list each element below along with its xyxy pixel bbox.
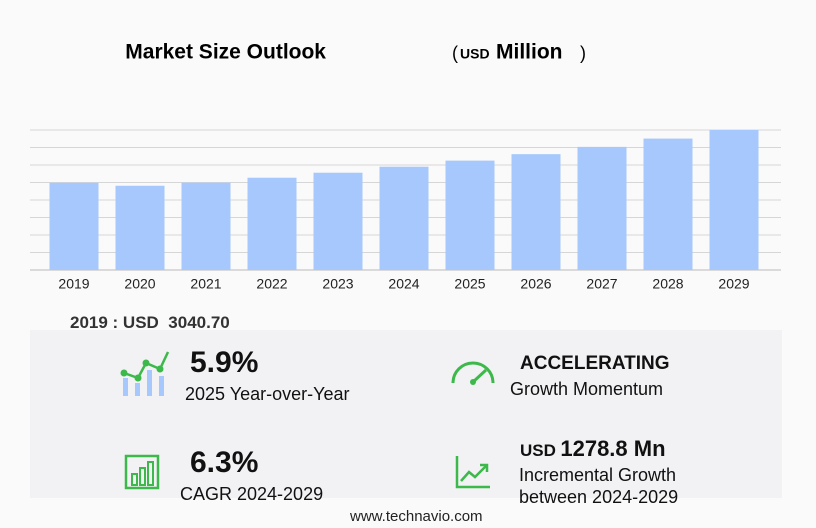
bar (511, 154, 561, 270)
x-tick-label: 2019 (58, 276, 89, 292)
incremental-label: Incremental Growth (519, 465, 677, 485)
bar (181, 182, 231, 270)
incremental-icon (455, 456, 490, 489)
base-year-value: 3040.70 (168, 313, 230, 332)
footer: www.technavio.com (350, 508, 483, 525)
bar (445, 160, 495, 270)
x-tick-label: 2026 (520, 276, 551, 292)
x-tick-label: 2028 (652, 276, 683, 292)
incremental-currency: USD (520, 441, 556, 460)
bar (643, 138, 693, 270)
bar (49, 182, 99, 270)
cagr-value: 6.3% (190, 446, 259, 479)
x-tick-label: 2023 (322, 276, 353, 292)
yoy-value: 5.9% (190, 346, 259, 379)
momentum-icon (451, 361, 495, 385)
unit-open: ( (452, 43, 458, 63)
unit: Million (496, 41, 563, 64)
bar (313, 172, 363, 270)
bar (247, 177, 297, 270)
x-tick-label: 2029 (718, 276, 749, 292)
x-tick-label: 2024 (388, 276, 419, 292)
yoy-icon (120, 351, 170, 396)
bar (709, 130, 759, 270)
base-year-label: 2019 : USD (70, 313, 159, 332)
x-tick-label: 2020 (124, 276, 155, 292)
chart: Market Size Outlook ( USD Million ) 2019… (30, 41, 781, 292)
stats-panel (30, 330, 782, 498)
bar (379, 166, 429, 270)
incremental-value: 1278.8 Mn (560, 436, 666, 461)
cagr-icon (124, 454, 160, 490)
unit-currency: USD (460, 46, 490, 62)
x-tick-label: 2021 (190, 276, 221, 292)
momentum-label: Growth Momentum (510, 379, 664, 399)
base-year: 2019 : USD 3040.70 (70, 313, 230, 333)
x-tick-label: 2027 (586, 276, 617, 292)
incremental-label2: between 2024-2029 (519, 487, 679, 507)
cagr-label: CAGR 2024-2029 (180, 484, 324, 504)
bar (115, 185, 165, 270)
bar (577, 146, 627, 270)
yoy-label: 2025 Year-over-Year (185, 384, 350, 404)
chart-title: Market Size Outlook (125, 41, 326, 64)
x-tick-label: 2025 (454, 276, 485, 292)
momentum-value: ACCELERATING (520, 353, 670, 374)
unit-close: ) (580, 43, 586, 63)
x-tick-label: 2022 (256, 276, 287, 292)
incremental: USD 1278.8 Mn (520, 436, 666, 462)
